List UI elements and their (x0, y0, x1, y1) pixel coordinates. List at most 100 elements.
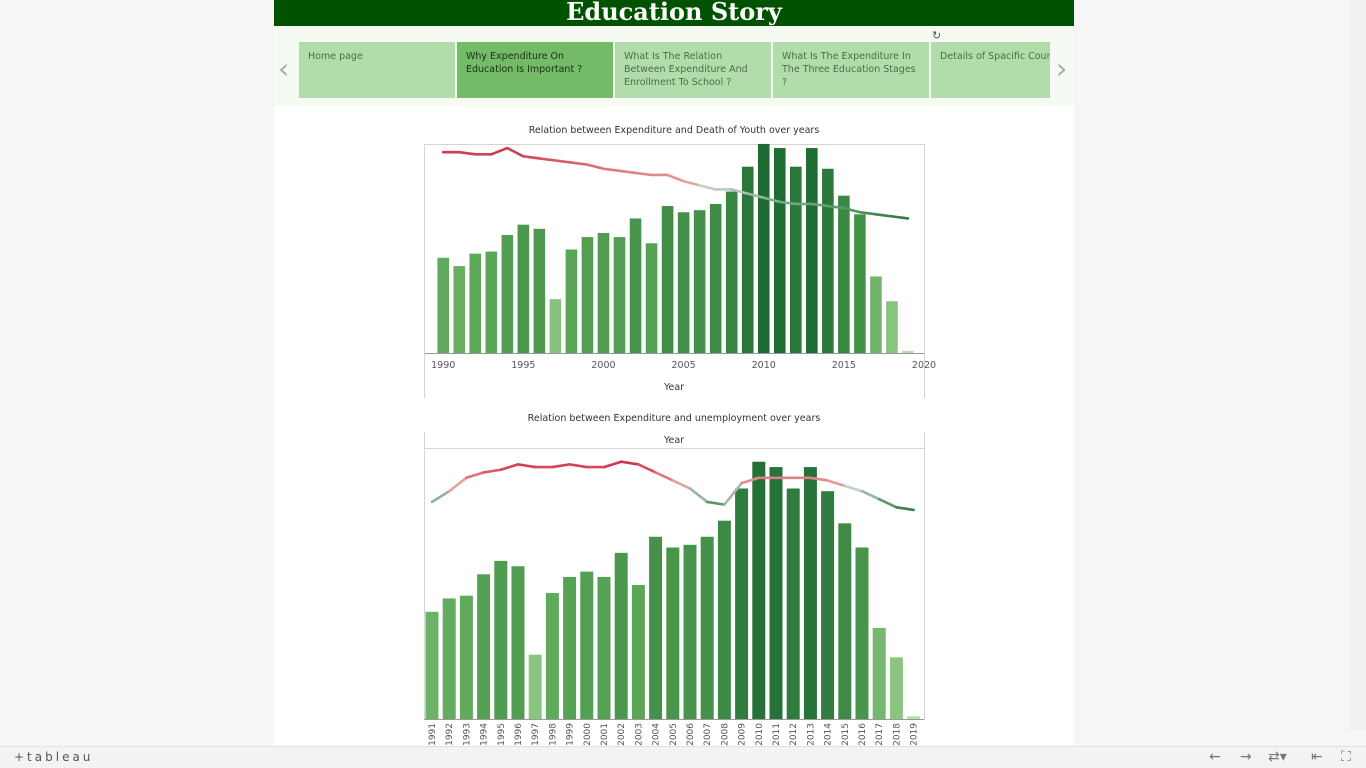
chart2-line-segment[interactable] (671, 479, 692, 490)
chart1-line-segment[interactable] (490, 146, 509, 156)
refresh-icon[interactable]: ↻ (932, 29, 942, 42)
chart1-line-segment[interactable] (730, 188, 750, 195)
chart1-bar[interactable] (709, 203, 722, 353)
tab-why-expenditure[interactable]: Why Expenditure On Education Is Importan… (457, 42, 613, 98)
chart1-bar[interactable] (597, 232, 610, 353)
chart1-bar[interactable] (501, 235, 514, 353)
chart1-line-segment[interactable] (506, 146, 525, 158)
chart2-bar[interactable] (735, 488, 749, 719)
chart2-line-segment[interactable] (723, 481, 743, 506)
chart2-bar[interactable] (752, 461, 766, 719)
chart1-line-segment[interactable] (554, 159, 573, 164)
redo-icon[interactable]: → (1240, 749, 1252, 765)
chart2-bar[interactable] (442, 598, 456, 719)
chart2-bar[interactable] (786, 488, 800, 719)
chart1-bar[interactable] (870, 276, 882, 353)
chart1-bar[interactable] (517, 224, 530, 353)
chart2-bar[interactable] (425, 611, 439, 719)
chart2-line-segment[interactable] (482, 468, 503, 474)
chart2-bar[interactable] (597, 576, 611, 719)
tab-expenditure-stages[interactable]: What Is The Expenditure In The Three Edu… (773, 42, 929, 98)
chart1-line-segment[interactable] (666, 173, 685, 183)
chart2-bar[interactable] (631, 585, 645, 719)
chart2-bar[interactable] (717, 520, 731, 719)
chart2-bar[interactable] (666, 547, 680, 719)
chart1-line-segment[interactable] (858, 210, 878, 216)
chart2-bar[interactable] (821, 491, 835, 719)
chart2-line-segment[interactable] (637, 463, 657, 474)
chart2-line-segment[interactable] (447, 476, 468, 493)
chart1-line-segment[interactable] (698, 184, 717, 191)
chart1-line-segment[interactable] (826, 204, 846, 210)
chart2-line-segment[interactable] (654, 471, 675, 482)
chart1-bar[interactable] (725, 191, 738, 353)
chart2-bar[interactable] (614, 552, 628, 719)
chart2-bar[interactable] (477, 574, 491, 719)
undo-icon[interactable]: ← (1209, 749, 1221, 765)
chart2-bar[interactable] (889, 657, 903, 719)
chart1-bar[interactable] (661, 206, 674, 353)
chart1-line-segment[interactable] (522, 155, 541, 160)
chart1-line-segment[interactable] (810, 202, 830, 208)
chart1-bar[interactable] (533, 228, 546, 353)
prev-arrow-icon[interactable]: ‹ (278, 52, 290, 85)
tableau-logo-icon[interactable]: +tableau (14, 750, 94, 764)
chart2-line-segment[interactable] (568, 463, 589, 469)
chart1-bar[interactable] (822, 168, 834, 353)
chart2-bar[interactable] (769, 467, 783, 719)
chart2-line-segment[interactable] (602, 460, 623, 469)
chart1-line-segment[interactable] (602, 167, 621, 173)
chart2-line-segment[interactable] (430, 489, 451, 504)
chart2-line-segment[interactable] (877, 497, 898, 509)
chart1-bar[interactable] (854, 214, 866, 353)
chart2-bar[interactable] (459, 595, 473, 719)
chart1-bar[interactable] (789, 166, 802, 353)
chart2-bar[interactable] (649, 536, 663, 719)
chart1-line-segment[interactable] (618, 169, 637, 175)
chart1-line-segment[interactable] (842, 206, 862, 214)
chart2-line-segment[interactable] (843, 484, 864, 493)
chart2-bar[interactable] (855, 547, 869, 719)
chart2-line-segment[interactable] (705, 500, 726, 506)
chart1-bar[interactable] (581, 237, 594, 353)
chart1-bar[interactable] (806, 148, 818, 353)
chart2-bar[interactable] (528, 654, 542, 719)
chart1-line-segment[interactable] (890, 215, 910, 220)
chart1-bar[interactable] (902, 350, 914, 353)
chart2-line-segment[interactable] (499, 463, 520, 472)
chart2-bar[interactable] (907, 716, 921, 719)
chart1-line-segment[interactable] (778, 200, 798, 206)
chart1-bar[interactable] (886, 301, 898, 353)
reset-icon[interactable]: ⇤ (1311, 749, 1323, 765)
chart2-line-segment[interactable] (516, 463, 537, 469)
chart2-bar[interactable] (683, 544, 697, 719)
chart2-bar[interactable] (580, 571, 594, 719)
tab-expenditure-enrollment[interactable]: What Is The Relation Between Expenditure… (615, 42, 771, 98)
chart2-line-segment[interactable] (619, 460, 640, 466)
chart2-line-segment[interactable] (826, 479, 847, 488)
chart1-bar[interactable] (453, 266, 466, 353)
chart2-line-segment[interactable] (551, 463, 571, 469)
chart1-bar[interactable] (613, 237, 626, 353)
chart1-line-segment[interactable] (634, 171, 653, 177)
chart2-line-segment[interactable] (895, 505, 915, 512)
chart1-bar[interactable] (693, 210, 706, 353)
chart2-bar[interactable] (700, 536, 714, 719)
chart2-bar[interactable] (494, 560, 508, 719)
chart1-line-segment[interactable] (538, 157, 557, 162)
fullscreen-icon[interactable]: ⛶ (1341, 749, 1351, 765)
chart1-line-segment[interactable] (457, 150, 477, 156)
chart1-bar[interactable] (437, 257, 450, 353)
chart2-line-segment[interactable] (860, 489, 881, 501)
chart1-bar[interactable] (629, 218, 642, 353)
chart2-bar[interactable] (838, 523, 852, 719)
revert-icon[interactable]: ⇄▾ (1268, 749, 1287, 765)
chart1-bar[interactable] (645, 243, 658, 353)
chart2-bar[interactable] (803, 467, 817, 719)
chart1-bar[interactable] (677, 212, 690, 353)
chart1-line-segment[interactable] (746, 192, 766, 200)
tab-country-details[interactable]: Details of Spacific Countri (931, 42, 1050, 98)
chart1-bar[interactable] (469, 253, 482, 353)
chart1-bar[interactable] (741, 166, 754, 353)
chart2-bar[interactable] (545, 593, 559, 719)
